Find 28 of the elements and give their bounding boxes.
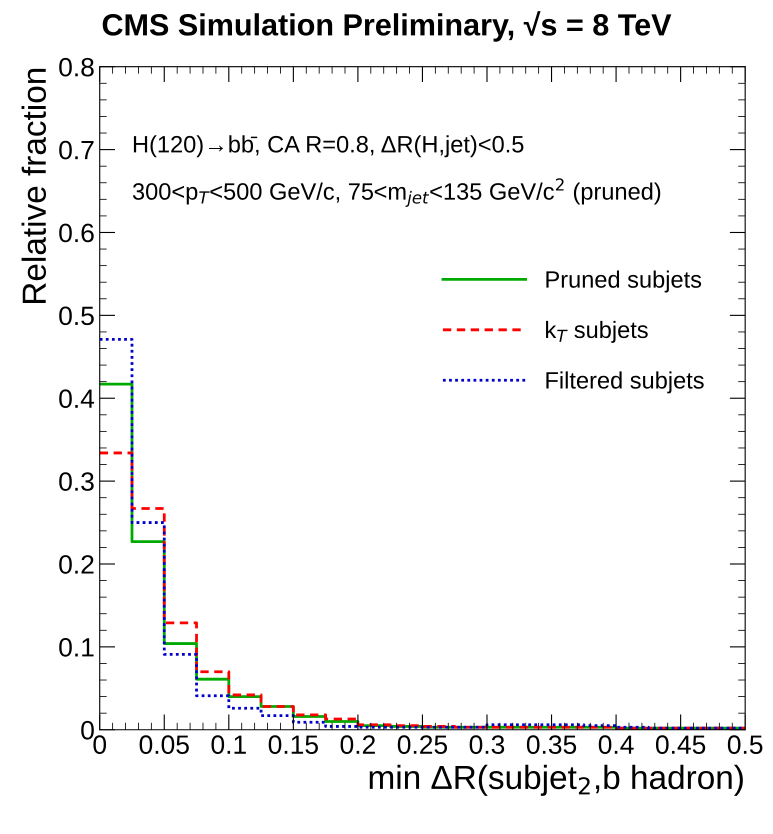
y-tick-label: 0.4	[59, 389, 94, 408]
y-tick-label: 0.3	[59, 472, 94, 491]
annotation: 300<p$_{T}$<500 GeV/c, 75<m$_{jet}$<135 GeV/c$^{2}$ (pruned)	[132, 178, 660, 207]
y-tick-label: 0	[81, 720, 94, 740]
y-tick-label: 0.1	[59, 638, 94, 657]
x-tick-label: 0.15	[268, 735, 318, 754]
x-tick-label: 0.4	[598, 735, 634, 754]
legend-label: Pruned subjets	[546, 270, 702, 292]
legend-label: k$_{T}$ subjets	[546, 320, 648, 343]
annotation: H(120)→bb̄, CA R=0.8, ΔR(H,jet)<0.5	[134, 135, 524, 158]
legend-label: Filtered subjets	[546, 371, 704, 394]
x-tick-label: 0.2	[340, 735, 375, 754]
x-tick-label: 0	[93, 735, 106, 754]
x-tick-label: 0.05	[140, 735, 189, 754]
x-tick-label: 0.35	[526, 735, 576, 754]
x-tick-label: 0.3	[470, 735, 504, 754]
x-tick-label: 0.45	[656, 735, 706, 754]
y-tick-label: 0.5	[59, 306, 94, 326]
x-tick-label: 0.1	[212, 735, 246, 754]
chart-title: CMS Simulation Preliminary, √s = 8 TeV	[102, 11, 672, 42]
x-tick-label: 0.25	[398, 735, 448, 754]
y-axis-title: Relative fraction	[22, 68, 46, 303]
y-tick-label: 0.8	[59, 58, 94, 77]
x-axis-title: min ΔR(subjet$_{2}$,b hadron)	[370, 764, 743, 796]
x-tick-label: 0.5	[728, 735, 762, 754]
y-tick-label: 0.7	[59, 140, 94, 160]
y-tick-label: 0.6	[59, 224, 94, 242]
y-tick-label: 0.2	[59, 555, 94, 574]
